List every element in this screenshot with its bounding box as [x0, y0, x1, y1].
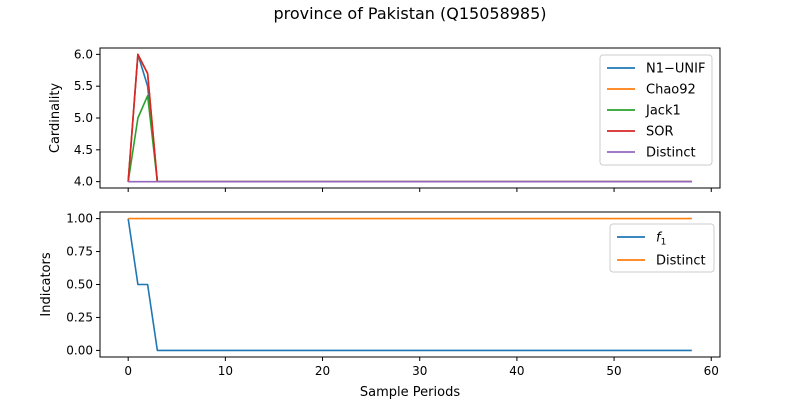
x-tick-label: 60 [704, 364, 719, 378]
legend-label: f1 [656, 231, 666, 248]
legend-label: Distinct [656, 254, 706, 269]
series-line-1-0 [127, 218, 692, 352]
y-axis-label: Cardinality [48, 83, 63, 154]
x-tick-label: 0 [124, 364, 132, 378]
y-axis-label: Indicators [39, 252, 54, 316]
cardinality-panel: 4.0 4.5 5.0 5.5 6.0 Cardinality N1−UNIF Chao92 J… [48, 47, 721, 192]
x-tick-label: 30 [412, 364, 427, 378]
y-tick-label: 1.00 [66, 212, 93, 226]
y-tick-label: 5.0 [74, 111, 93, 125]
x-tick-label: 50 [606, 364, 621, 378]
y-tick-label: 4.0 [74, 175, 93, 189]
x-tick-label: 20 [315, 364, 330, 378]
indicators-panel: 0 10 20 30 40 50 60 0.00 0.25 0.50 0.75 1.00 Indicat… [39, 211, 721, 378]
legend-label: SOR [646, 125, 674, 140]
y-tick-label: 0.75 [66, 245, 93, 259]
legend-label: N1−UNIF [646, 62, 705, 77]
legend: f1 Distinct [609, 223, 715, 273]
y-tick-label: 5.5 [74, 79, 93, 93]
y-tick-label: 0.00 [66, 343, 93, 357]
y-tick-label: 0.25 [66, 310, 93, 324]
x-tick-label: 40 [509, 364, 524, 378]
y-tick-label: 6.0 [74, 47, 93, 61]
legend-label: Jack1 [645, 104, 681, 119]
y-tick-label: 4.5 [74, 143, 93, 157]
legend-label: Distinct [646, 146, 696, 161]
legend-label: Chao92 [646, 83, 696, 98]
legend-box [599, 54, 713, 166]
x-axis-label: Sample Periods [360, 385, 460, 400]
y-tick-label: 0.50 [66, 278, 93, 292]
legend: N1−UNIF Chao92 Jack1 SOR Distinct [599, 54, 713, 166]
chart-title: province of Pakistan (Q15058985) [273, 4, 546, 23]
x-tick-label: 10 [218, 364, 233, 378]
